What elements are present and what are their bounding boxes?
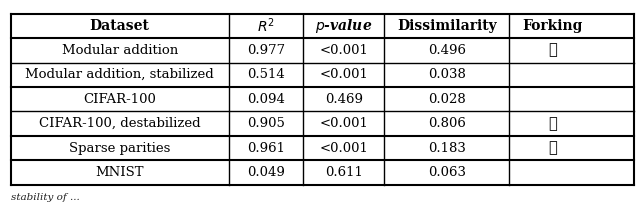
Text: ✓: ✓ [548,117,557,131]
Text: Dissimilarity: Dissimilarity [397,19,497,33]
Text: CIFAR-100, destabilized: CIFAR-100, destabilized [39,117,200,130]
Text: CIFAR-100: CIFAR-100 [83,93,156,106]
Text: 0.961: 0.961 [247,142,285,155]
Text: 0.094: 0.094 [247,93,285,106]
Text: MNIST: MNIST [95,166,144,179]
Text: 0.514: 0.514 [247,68,285,81]
Text: Modular addition: Modular addition [61,44,178,57]
Text: <0.001: <0.001 [319,117,369,130]
Text: 0.611: 0.611 [325,166,363,179]
Text: Forking: Forking [522,19,583,33]
Text: Sparse parities: Sparse parities [69,142,170,155]
Text: 0.496: 0.496 [428,44,466,57]
Text: Dataset: Dataset [90,19,150,33]
Text: stability of ...: stability of ... [11,193,79,202]
Text: 0.183: 0.183 [428,142,466,155]
Text: ✓: ✓ [548,43,557,57]
Text: 0.806: 0.806 [428,117,466,130]
Text: $p$-value: $p$-value [316,17,372,35]
Text: 0.977: 0.977 [247,44,285,57]
Text: 0.063: 0.063 [428,166,466,179]
Text: 0.038: 0.038 [428,68,466,81]
Text: 0.469: 0.469 [325,93,363,106]
Text: Modular addition, stabilized: Modular addition, stabilized [26,68,214,81]
Text: 0.049: 0.049 [247,166,285,179]
Text: $R^2$: $R^2$ [257,17,275,35]
Text: ✓: ✓ [548,141,557,155]
Text: 0.028: 0.028 [428,93,466,106]
Text: <0.001: <0.001 [319,44,369,57]
Text: <0.001: <0.001 [319,68,369,81]
Text: <0.001: <0.001 [319,142,369,155]
Text: 0.905: 0.905 [247,117,285,130]
